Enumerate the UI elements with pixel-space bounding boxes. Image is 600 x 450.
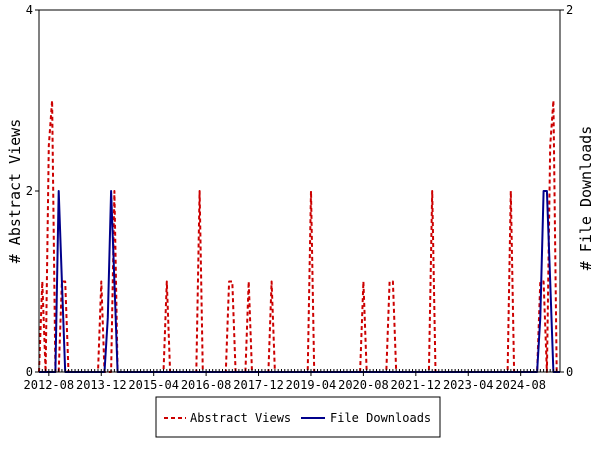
x-tick-label: 2020-08 bbox=[338, 378, 389, 392]
y-axis-right-title: # File Downloads bbox=[577, 126, 595, 271]
x-tick-label: 2012-08 bbox=[24, 378, 75, 392]
x-tick-label: 2013-12 bbox=[76, 378, 127, 392]
x-tick-label: 2023-04 bbox=[443, 378, 494, 392]
legend-abstract-views-label: Abstract Views bbox=[190, 411, 291, 425]
legend-file-downloads-label: File Downloads bbox=[330, 411, 431, 425]
y-axis-left-title: # Abstract Views bbox=[6, 119, 24, 264]
y-left-tick-label: 2 bbox=[26, 184, 33, 198]
legend: Abstract Views File Downloads bbox=[155, 396, 441, 438]
x-axis-ticks: 2012-08 2013-12 2015-04 2016-08 2017-12 2019-… bbox=[24, 369, 561, 392]
x-tick-label: 2024-08 bbox=[495, 378, 546, 392]
y-right-tick-label: 0 bbox=[566, 365, 573, 379]
file-downloads-series-line bbox=[39, 190, 560, 373]
y-left-tick-label: 4 bbox=[26, 3, 33, 17]
y-left-tick-label: 0 bbox=[26, 365, 33, 379]
legend-box bbox=[155, 396, 441, 438]
x-tick-label: 2017-12 bbox=[233, 378, 284, 392]
y-right-tick-label: 2 bbox=[566, 3, 573, 17]
x-tick-label: 2019-04 bbox=[286, 378, 337, 392]
x-tick-label: 2016-08 bbox=[181, 378, 232, 392]
x-tick-label: 2015-04 bbox=[128, 378, 179, 392]
x-tick-label: 2021-12 bbox=[391, 378, 442, 392]
y-axis-ticks: 0 2 4 0 2 bbox=[26, 3, 573, 379]
